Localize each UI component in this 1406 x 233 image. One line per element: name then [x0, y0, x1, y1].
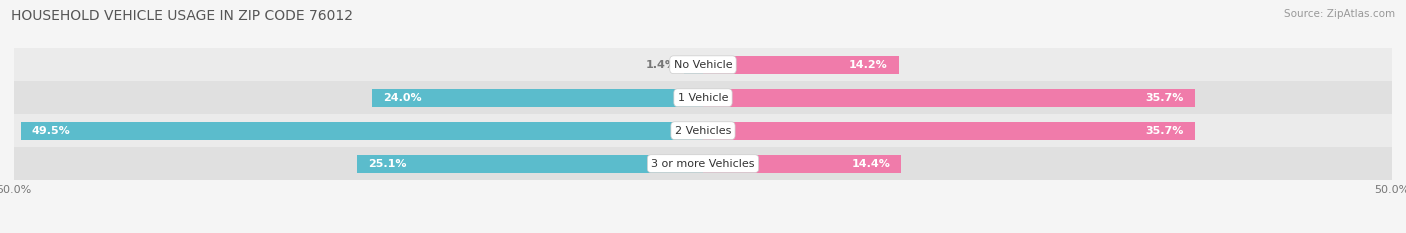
Text: 1.4%: 1.4% [645, 60, 676, 70]
Bar [703, 89, 1195, 107]
Bar [683, 56, 703, 74]
Bar [703, 56, 898, 74]
Bar [14, 114, 1392, 147]
Text: HOUSEHOLD VEHICLE USAGE IN ZIP CODE 76012: HOUSEHOLD VEHICLE USAGE IN ZIP CODE 7601… [11, 9, 353, 23]
Text: 35.7%: 35.7% [1146, 93, 1184, 103]
Text: Source: ZipAtlas.com: Source: ZipAtlas.com [1284, 9, 1395, 19]
Text: 1 Vehicle: 1 Vehicle [678, 93, 728, 103]
Text: 3 or more Vehicles: 3 or more Vehicles [651, 159, 755, 169]
Bar [373, 89, 703, 107]
Text: 14.4%: 14.4% [852, 159, 890, 169]
Bar [14, 48, 1392, 81]
Bar [703, 154, 901, 173]
Bar [703, 122, 1195, 140]
Text: 25.1%: 25.1% [368, 159, 406, 169]
Text: 24.0%: 24.0% [384, 93, 422, 103]
Text: No Vehicle: No Vehicle [673, 60, 733, 70]
Bar [14, 81, 1392, 114]
Bar [21, 122, 703, 140]
Bar [14, 147, 1392, 180]
Bar [357, 154, 703, 173]
Text: 14.2%: 14.2% [849, 60, 887, 70]
Text: 2 Vehicles: 2 Vehicles [675, 126, 731, 136]
Text: 35.7%: 35.7% [1146, 126, 1184, 136]
Text: 49.5%: 49.5% [32, 126, 70, 136]
